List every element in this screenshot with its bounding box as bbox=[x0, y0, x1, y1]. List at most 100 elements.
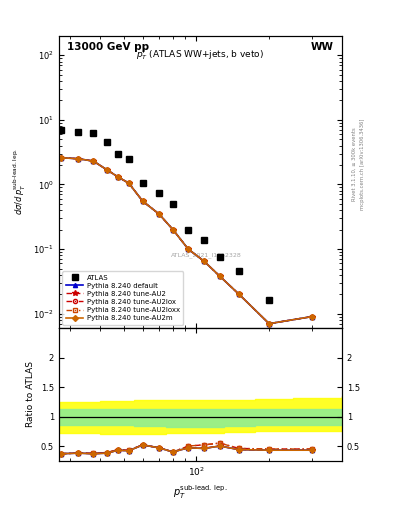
Pythia 8.240 tune-AU2loxx bbox=[171, 226, 175, 232]
Pythia 8.240 tune-AU2loxx bbox=[217, 273, 222, 279]
Pythia 8.240 tune-AU2 bbox=[171, 226, 175, 232]
ATLAS bbox=[267, 297, 272, 304]
X-axis label: $p_T^{\mathrm{sub\text{-}lead.\,lep.}}$: $p_T^{\mathrm{sub\text{-}lead.\,lep.}}$ bbox=[173, 484, 228, 501]
Pythia 8.240 tune-AU2lox bbox=[202, 258, 206, 264]
ATLAS bbox=[140, 180, 145, 186]
Line: ATLAS: ATLAS bbox=[58, 127, 314, 342]
Pythia 8.240 default bbox=[309, 313, 314, 319]
Pythia 8.240 tune-AU2lox bbox=[127, 180, 131, 186]
Pythia 8.240 default bbox=[59, 155, 63, 161]
Pythia 8.240 tune-AU2lox bbox=[104, 166, 109, 173]
Pythia 8.240 tune-AU2m bbox=[237, 291, 241, 297]
Pythia 8.240 tune-AU2m bbox=[202, 258, 206, 264]
ATLAS bbox=[309, 336, 314, 343]
Pythia 8.240 default bbox=[237, 291, 241, 297]
Pythia 8.240 default bbox=[127, 180, 131, 186]
Pythia 8.240 tune-AU2lox bbox=[186, 246, 191, 252]
Pythia 8.240 tune-AU2m bbox=[267, 321, 272, 327]
Pythia 8.240 default bbox=[267, 321, 272, 327]
Pythia 8.240 default bbox=[140, 198, 145, 204]
Line: Pythia 8.240 default: Pythia 8.240 default bbox=[59, 156, 314, 326]
Pythia 8.240 tune-AU2lox bbox=[76, 156, 81, 162]
Line: Pythia 8.240 tune-AU2lox: Pythia 8.240 tune-AU2lox bbox=[59, 156, 314, 326]
Pythia 8.240 tune-AU2lox bbox=[171, 226, 175, 232]
Pythia 8.240 tune-AU2m bbox=[91, 158, 96, 164]
Pythia 8.240 tune-AU2loxx bbox=[237, 291, 241, 297]
Text: 13000 GeV pp: 13000 GeV pp bbox=[68, 41, 150, 52]
Pythia 8.240 tune-AU2m bbox=[59, 155, 63, 161]
Pythia 8.240 tune-AU2 bbox=[104, 166, 109, 173]
Pythia 8.240 tune-AU2m bbox=[76, 156, 81, 162]
ATLAS bbox=[156, 189, 161, 196]
Pythia 8.240 tune-AU2loxx bbox=[104, 166, 109, 173]
Pythia 8.240 tune-AU2 bbox=[237, 291, 241, 297]
Legend: ATLAS, Pythia 8.240 default, Pythia 8.240 tune-AU2, Pythia 8.240 tune-AU2lox, Py: ATLAS, Pythia 8.240 default, Pythia 8.24… bbox=[62, 271, 183, 325]
ATLAS bbox=[59, 127, 63, 133]
Pythia 8.240 default bbox=[104, 166, 109, 173]
Pythia 8.240 default bbox=[217, 273, 222, 279]
Pythia 8.240 tune-AU2loxx bbox=[127, 180, 131, 186]
Pythia 8.240 tune-AU2lox bbox=[59, 155, 63, 161]
Pythia 8.240 tune-AU2loxx bbox=[156, 211, 161, 217]
Text: Rivet 3.1.10, ≥ 300k events: Rivet 3.1.10, ≥ 300k events bbox=[352, 127, 357, 201]
ATLAS bbox=[202, 237, 206, 243]
ATLAS bbox=[217, 254, 222, 260]
Pythia 8.240 default bbox=[156, 211, 161, 217]
ATLAS bbox=[237, 268, 241, 274]
Pythia 8.240 default bbox=[116, 174, 121, 180]
Pythia 8.240 tune-AU2lox bbox=[309, 313, 314, 319]
Pythia 8.240 tune-AU2 bbox=[156, 211, 161, 217]
Pythia 8.240 default bbox=[171, 226, 175, 232]
Pythia 8.240 tune-AU2 bbox=[202, 258, 206, 264]
Text: mcplots.cern.ch [arXiv:1306.3436]: mcplots.cern.ch [arXiv:1306.3436] bbox=[360, 118, 365, 209]
Pythia 8.240 tune-AU2m bbox=[140, 198, 145, 204]
ATLAS bbox=[91, 130, 96, 136]
Pythia 8.240 tune-AU2m bbox=[104, 166, 109, 173]
Pythia 8.240 tune-AU2 bbox=[76, 156, 81, 162]
Pythia 8.240 tune-AU2m bbox=[127, 180, 131, 186]
Pythia 8.240 tune-AU2lox bbox=[237, 291, 241, 297]
Pythia 8.240 tune-AU2loxx bbox=[59, 155, 63, 161]
Line: Pythia 8.240 tune-AU2loxx: Pythia 8.240 tune-AU2loxx bbox=[59, 156, 314, 326]
Text: ATLAS_2021_I1852328: ATLAS_2021_I1852328 bbox=[171, 252, 241, 258]
Pythia 8.240 tune-AU2loxx bbox=[140, 198, 145, 204]
Pythia 8.240 tune-AU2loxx bbox=[309, 313, 314, 319]
Pythia 8.240 tune-AU2 bbox=[140, 198, 145, 204]
Pythia 8.240 tune-AU2loxx bbox=[186, 246, 191, 252]
Pythia 8.240 tune-AU2lox bbox=[116, 174, 121, 180]
Pythia 8.240 tune-AU2m bbox=[217, 273, 222, 279]
ATLAS bbox=[76, 129, 81, 135]
Pythia 8.240 tune-AU2 bbox=[217, 273, 222, 279]
Pythia 8.240 tune-AU2 bbox=[59, 155, 63, 161]
ATLAS bbox=[127, 156, 131, 162]
Line: Pythia 8.240 tune-AU2: Pythia 8.240 tune-AU2 bbox=[58, 155, 314, 327]
Pythia 8.240 tune-AU2loxx bbox=[91, 158, 96, 164]
Pythia 8.240 tune-AU2loxx bbox=[202, 258, 206, 264]
Line: Pythia 8.240 tune-AU2m: Pythia 8.240 tune-AU2m bbox=[59, 156, 314, 326]
Y-axis label: Ratio to ATLAS: Ratio to ATLAS bbox=[26, 361, 35, 428]
Text: $p_T^{l}$ (ATLAS WW+jets, b veto): $p_T^{l}$ (ATLAS WW+jets, b veto) bbox=[136, 48, 264, 62]
Pythia 8.240 tune-AU2 bbox=[116, 174, 121, 180]
Pythia 8.240 default bbox=[202, 258, 206, 264]
Pythia 8.240 tune-AU2m bbox=[309, 313, 314, 319]
Pythia 8.240 tune-AU2loxx bbox=[267, 321, 272, 327]
Pythia 8.240 tune-AU2loxx bbox=[76, 156, 81, 162]
ATLAS bbox=[171, 201, 175, 207]
Pythia 8.240 tune-AU2lox bbox=[140, 198, 145, 204]
Pythia 8.240 tune-AU2m bbox=[171, 226, 175, 232]
Pythia 8.240 tune-AU2lox bbox=[217, 273, 222, 279]
Pythia 8.240 tune-AU2m bbox=[116, 174, 121, 180]
ATLAS bbox=[104, 139, 109, 145]
Pythia 8.240 default bbox=[91, 158, 96, 164]
Pythia 8.240 tune-AU2 bbox=[127, 180, 131, 186]
Pythia 8.240 tune-AU2 bbox=[186, 246, 191, 252]
Pythia 8.240 tune-AU2lox bbox=[156, 211, 161, 217]
Pythia 8.240 tune-AU2m bbox=[186, 246, 191, 252]
ATLAS bbox=[116, 151, 121, 157]
Pythia 8.240 default bbox=[76, 156, 81, 162]
Pythia 8.240 tune-AU2lox bbox=[267, 321, 272, 327]
Pythia 8.240 tune-AU2 bbox=[309, 313, 314, 319]
Text: WW: WW bbox=[310, 41, 333, 52]
Y-axis label: $d\sigma/d\,p_T^{\mathrm{sub\text{-}lead.\,lep.}}$: $d\sigma/d\,p_T^{\mathrm{sub\text{-}lead… bbox=[11, 148, 28, 216]
Pythia 8.240 tune-AU2loxx bbox=[116, 174, 121, 180]
